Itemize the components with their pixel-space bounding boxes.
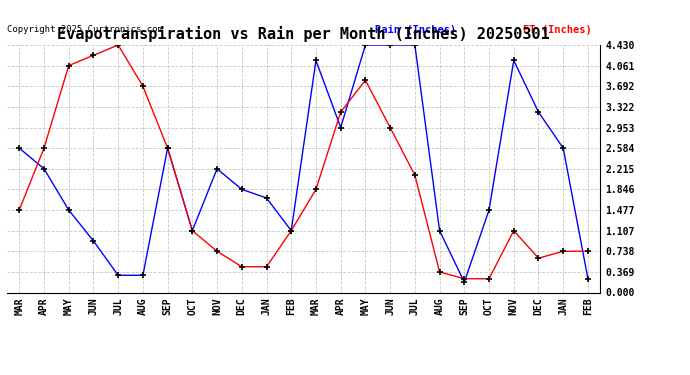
ET (Inches) — [485, 276, 493, 281]
ET (Inches) — [164, 146, 172, 150]
Line: ET (Inches): ET (Inches) — [16, 42, 591, 282]
Line: Rain (Inches): Rain (Inches) — [16, 42, 591, 286]
Rain (Inches) — [65, 208, 73, 212]
Rain (Inches) — [287, 228, 295, 233]
ET (Inches) — [15, 208, 23, 212]
ET (Inches) — [65, 63, 73, 68]
ET (Inches) — [40, 146, 48, 150]
ET (Inches) — [510, 228, 518, 233]
ET (Inches) — [188, 228, 197, 233]
ET (Inches) — [435, 270, 444, 274]
Rain (Inches) — [40, 166, 48, 171]
Rain (Inches) — [460, 280, 469, 284]
ET (Inches) — [559, 249, 567, 254]
Rain (Inches) — [411, 43, 419, 47]
ET (Inches) — [534, 256, 542, 260]
Rain (Inches) — [534, 110, 542, 114]
ET (Inches) — [584, 249, 592, 254]
ET (Inches) — [411, 173, 419, 177]
ET (Inches) — [386, 125, 394, 130]
Rain (Inches) — [312, 58, 320, 63]
Rain (Inches) — [485, 208, 493, 212]
ET (Inches) — [287, 228, 295, 233]
Rain (Inches) — [15, 146, 23, 150]
ET (Inches) — [362, 78, 370, 82]
Rain (Inches) — [139, 273, 147, 278]
Rain (Inches) — [213, 166, 221, 171]
Text: Rain (Inches): Rain (Inches) — [375, 25, 456, 35]
ET (Inches) — [337, 110, 345, 114]
ET (Inches) — [312, 187, 320, 192]
ET (Inches) — [213, 249, 221, 254]
Rain (Inches) — [559, 146, 567, 150]
Rain (Inches) — [435, 228, 444, 233]
ET (Inches) — [460, 276, 469, 281]
Title: Evapotranspiration vs Rain per Month (Inches) 20250301: Evapotranspiration vs Rain per Month (In… — [57, 27, 550, 42]
Rain (Inches) — [114, 273, 122, 278]
ET (Inches) — [262, 264, 270, 269]
Rain (Inches) — [386, 43, 394, 47]
Rain (Inches) — [188, 228, 197, 233]
Rain (Inches) — [262, 196, 270, 200]
Rain (Inches) — [237, 187, 246, 192]
ET (Inches) — [114, 43, 122, 47]
Rain (Inches) — [510, 58, 518, 63]
Rain (Inches) — [164, 146, 172, 150]
Rain (Inches) — [89, 238, 97, 243]
Text: ET (Inches): ET (Inches) — [523, 25, 592, 35]
ET (Inches) — [139, 84, 147, 88]
Rain (Inches) — [584, 276, 592, 281]
Rain (Inches) — [337, 125, 345, 130]
ET (Inches) — [89, 53, 97, 58]
Rain (Inches) — [362, 43, 370, 47]
Text: Copyright 2025 Curtronics.com: Copyright 2025 Curtronics.com — [7, 25, 163, 34]
ET (Inches) — [237, 264, 246, 269]
